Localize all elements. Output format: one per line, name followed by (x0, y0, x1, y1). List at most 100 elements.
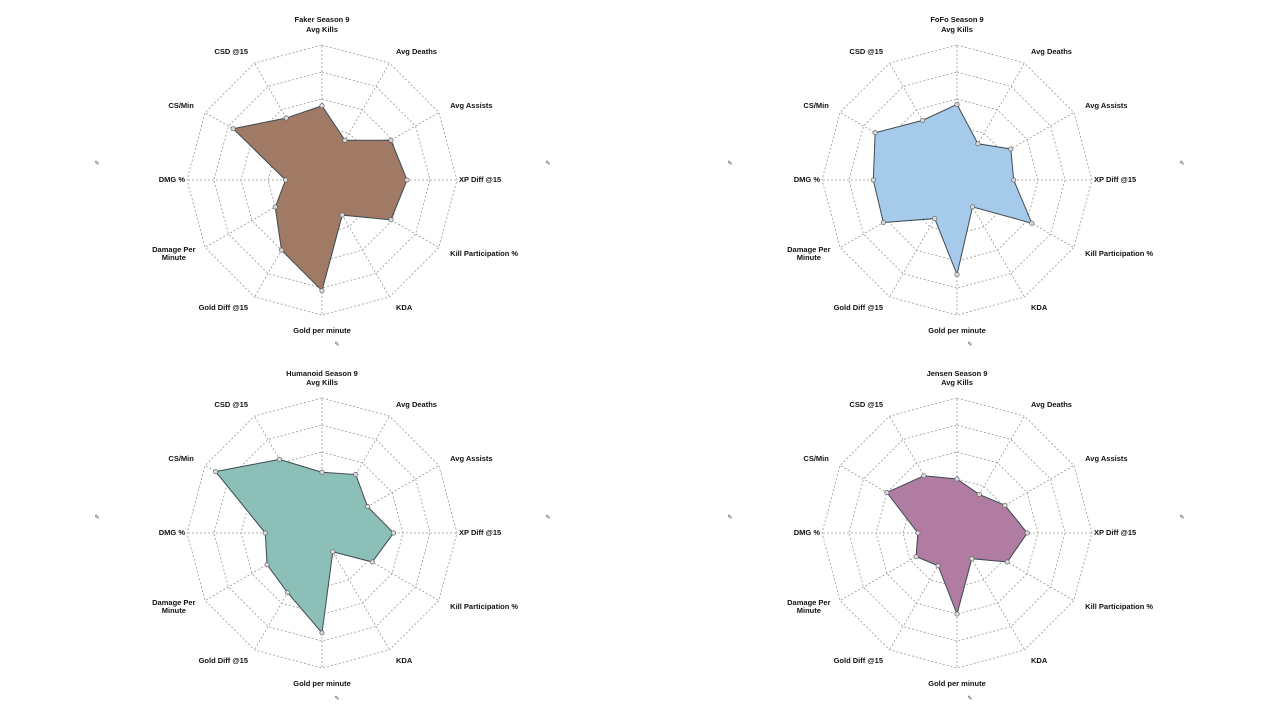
pin-icon: ✎ (1179, 160, 1184, 167)
axis-label-avg-assists: Avg Assists (1085, 101, 1127, 110)
axis-spoke (254, 415, 323, 534)
axis-spoke (956, 465, 1075, 534)
axis-spoke (956, 112, 1075, 181)
axis-label-xp-diff-at15: XP Diff @15 (459, 175, 501, 184)
axis-label-gold-diff-at15: Gold Diff @15 (199, 303, 248, 312)
data-polygon (886, 475, 1028, 616)
data-point (285, 590, 291, 596)
axis-label-kill-participation-pct: Kill Participation % (450, 602, 518, 611)
axis-spoke (321, 179, 390, 298)
axis-label-kda: KDA (1031, 303, 1048, 312)
data-point (391, 530, 397, 536)
axis-label-avg-assists: Avg Assists (1085, 454, 1127, 463)
chart-title: Jensen Season 9 (927, 369, 988, 378)
data-point (369, 559, 375, 565)
axis-label-cs-min: CS/Min (803, 101, 829, 110)
axis-label-dmg-pct: DMG % (159, 175, 186, 184)
axis-spoke (956, 62, 1025, 181)
data-point (262, 530, 268, 536)
data-point (283, 115, 289, 121)
axis-label-avg-assists: Avg Assists (450, 454, 492, 463)
data-point (872, 130, 878, 136)
data-point (264, 562, 270, 568)
data-point (319, 469, 325, 475)
axis-spoke (254, 532, 323, 651)
axis-label-gold-diff-at15: Gold Diff @15 (199, 656, 248, 665)
data-point (954, 271, 960, 277)
pin-icon: ✎ (545, 514, 550, 521)
axis-spoke (254, 179, 323, 298)
axis-label-xp-diff-at15: XP Diff @15 (1094, 175, 1136, 184)
axis-spoke (956, 179, 1025, 298)
axis-label-kda: KDA (396, 656, 413, 665)
pin-icon: ✎ (94, 160, 99, 167)
axis-spoke (321, 415, 390, 534)
data-point (954, 476, 960, 482)
axis-label-gold-per-minute: Gold per minute (928, 679, 986, 688)
data-point (319, 288, 325, 294)
axis-label-damage-per-minute: Damage Per Minute (787, 598, 830, 615)
pin-icon: ✎ (967, 341, 972, 348)
axis-label-xp-diff-at15: XP Diff @15 (459, 528, 501, 537)
pin-icon: ✎ (94, 514, 99, 521)
data-point (278, 247, 284, 253)
axis-label-dmg-pct: DMG % (794, 528, 821, 537)
axis-label-cs-min: CS/Min (803, 454, 829, 463)
data-polygon (232, 105, 408, 292)
data-point (1004, 559, 1010, 565)
axis-label-kda: KDA (1031, 656, 1048, 665)
data-point (970, 204, 976, 210)
axis-label-gold-diff-at15: Gold Diff @15 (834, 303, 883, 312)
axis-label-xp-diff-at15: XP Diff @15 (1094, 528, 1136, 537)
axis-spoke (254, 62, 323, 181)
axis-label-damage-per-minute: Damage Per Minute (787, 245, 830, 262)
axis-spoke (839, 532, 958, 601)
axis-spoke (889, 415, 958, 534)
data-point (870, 177, 876, 183)
axis-label-dmg-pct: DMG % (794, 175, 821, 184)
data-point (404, 177, 410, 183)
data-point (976, 491, 982, 497)
axis-label-gold-diff-at15: Gold Diff @15 (834, 656, 883, 665)
data-point (880, 220, 886, 226)
data-point (342, 137, 348, 143)
pin-icon: ✎ (1179, 514, 1184, 521)
axis-spoke (321, 179, 440, 248)
axis-label-damage-per-minute: Damage Per Minute (152, 245, 195, 262)
axis-spoke (204, 532, 323, 601)
data-point (969, 556, 975, 562)
axis-spoke (839, 465, 958, 534)
axis-label-avg-deaths: Avg Deaths (1031, 400, 1072, 409)
axis-label-avg-deaths: Avg Deaths (396, 47, 437, 56)
axis-spoke (889, 179, 958, 298)
axis-spoke (204, 179, 323, 248)
data-point (1008, 146, 1014, 152)
chart-title: Humanoid Season 9 (286, 369, 358, 378)
data-point (319, 103, 325, 109)
pin-icon: ✎ (967, 695, 972, 702)
axis-label-kill-participation-pct: Kill Participation % (1085, 602, 1153, 611)
axis-label-cs-min: CS/Min (168, 101, 194, 110)
data-point (913, 554, 919, 560)
axis-label-csd-at15: CSD @15 (214, 400, 248, 409)
axis-spoke (321, 532, 440, 601)
data-point (921, 473, 927, 479)
axis-spoke (204, 112, 323, 181)
data-point (353, 472, 359, 478)
axis-spoke (889, 62, 958, 181)
axis-spoke (321, 112, 440, 181)
axis-label-avg-kills: Avg Kills (941, 378, 973, 387)
axis-label-avg-kills: Avg Kills (941, 25, 973, 34)
axis-spoke (956, 179, 1075, 248)
pin-icon: ✎ (545, 160, 550, 167)
axis-spoke (956, 415, 1025, 534)
data-point (230, 126, 236, 132)
axis-label-gold-per-minute: Gold per minute (928, 326, 986, 335)
data-point (388, 217, 394, 223)
data-point (932, 216, 938, 222)
